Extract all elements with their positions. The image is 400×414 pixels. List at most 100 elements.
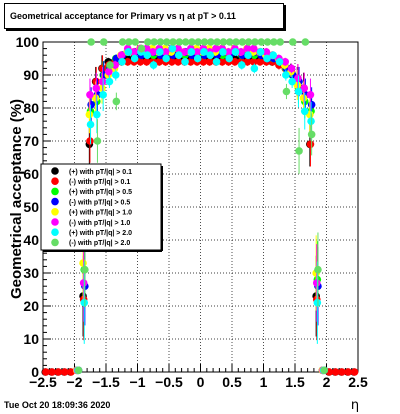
data-point: [86, 137, 94, 145]
data-point: [320, 366, 329, 375]
data-point: [237, 61, 246, 69]
data-point: [150, 38, 158, 46]
data-point: [98, 77, 107, 86]
y-tick-label: 20: [23, 298, 39, 314]
data-point: [54, 368, 63, 376]
legend-marker: [51, 228, 59, 236]
data-point: [256, 58, 264, 66]
x-tick-label: 2.5: [348, 374, 368, 390]
data-point: [169, 38, 177, 46]
data-point: [338, 368, 346, 376]
data-point: [91, 94, 100, 102]
data-point: [118, 38, 127, 46]
data-point: [300, 107, 309, 116]
legend-marker: [51, 177, 59, 185]
data-point: [224, 48, 233, 56]
data-point: [136, 58, 145, 66]
data-point: [263, 54, 271, 63]
legend-marker: [51, 197, 59, 206]
data-point: [205, 58, 214, 66]
data-point: [188, 38, 196, 46]
y-axis-label: Geometrical acceptance (%): [8, 99, 25, 299]
data-point: [161, 48, 170, 56]
data-point: [130, 48, 138, 56]
data-point: [238, 38, 247, 46]
data-point: [199, 58, 208, 66]
data-point: [237, 48, 245, 56]
data-point: [130, 54, 139, 63]
chart-title-box: Geometrical acceptance for Primary vs η …: [4, 3, 284, 29]
data-point: [48, 368, 56, 376]
x-tick-label: −2: [67, 374, 83, 390]
data-point: [200, 38, 209, 46]
y-tick-label: 100: [16, 34, 40, 50]
data-point: [181, 38, 190, 46]
data-point: [249, 58, 258, 66]
data-point: [193, 54, 202, 63]
data-point: [111, 71, 120, 79]
data-point: [180, 48, 189, 56]
data-point: [86, 91, 94, 99]
data-point: [307, 100, 316, 109]
series-6: [74, 44, 328, 375]
x-tick-label: 1: [260, 374, 268, 390]
data-point: [143, 51, 152, 59]
legend: (+) with pT/|q| > 0.1 (-) with pT/|q| > 0…: [40, 163, 163, 252]
data-point: [156, 38, 165, 46]
x-tick-label: −2.5: [29, 374, 57, 390]
data-point: [344, 368, 353, 376]
data-point: [206, 51, 215, 59]
data-point: [312, 279, 321, 287]
data-point: [98, 84, 106, 92]
data-point: [193, 48, 201, 56]
y-tick-label: 50: [23, 199, 39, 215]
data-point: [218, 58, 227, 66]
data-point: [275, 58, 284, 66]
data-point: [123, 58, 132, 66]
data-point: [124, 48, 133, 56]
legend-label: (-) with pT/|q| > 0.5: [69, 199, 130, 206]
points-layer: [41, 38, 359, 376]
data-point: [225, 54, 233, 63]
data-point: [174, 44, 182, 53]
data-point: [231, 58, 239, 66]
data-point: [270, 38, 278, 46]
y-tick-label: 90: [23, 67, 39, 83]
y-tick-label: 80: [23, 100, 39, 116]
data-point: [207, 38, 215, 46]
legend-marker: [51, 218, 59, 226]
data-point: [105, 77, 114, 86]
legend-label: (-) with pT/|q| > 2.0: [69, 240, 130, 247]
x-tick-label: 2: [323, 374, 331, 390]
data-point: [156, 48, 164, 56]
legend-label: (+) with pT/|q| > 1.0: [69, 210, 132, 217]
data-point: [92, 84, 101, 92]
data-point: [269, 51, 278, 59]
data-point: [213, 38, 221, 46]
data-point: [331, 368, 340, 376]
data-point: [106, 61, 114, 69]
data-point: [244, 38, 253, 46]
x-tick-label: −1: [130, 374, 146, 390]
data-point: [74, 366, 83, 375]
data-point: [262, 48, 271, 56]
data-point: [162, 54, 170, 63]
data-point: [257, 38, 266, 46]
data-point: [131, 38, 140, 46]
x-tick-label: −0.5: [155, 374, 183, 390]
data-point: [80, 298, 89, 307]
footer-timestamp: Tue Oct 20 18:09:36 2020: [4, 400, 111, 410]
data-point: [256, 48, 265, 56]
legend-label: (-) with pT/|q| > 0.1: [69, 179, 130, 186]
data-point: [250, 64, 259, 73]
x-tick-label: −1.5: [92, 374, 120, 390]
y-tick-label: 0: [31, 364, 39, 380]
data-point: [294, 87, 303, 96]
data-point: [67, 368, 75, 376]
data-point: [307, 130, 316, 139]
legend-label: (+) with pT/|q| > 0.5: [69, 189, 132, 196]
data-point: [194, 38, 203, 46]
data-point: [85, 110, 94, 119]
data-point: [105, 67, 113, 76]
y-tick-label: 40: [23, 232, 39, 248]
